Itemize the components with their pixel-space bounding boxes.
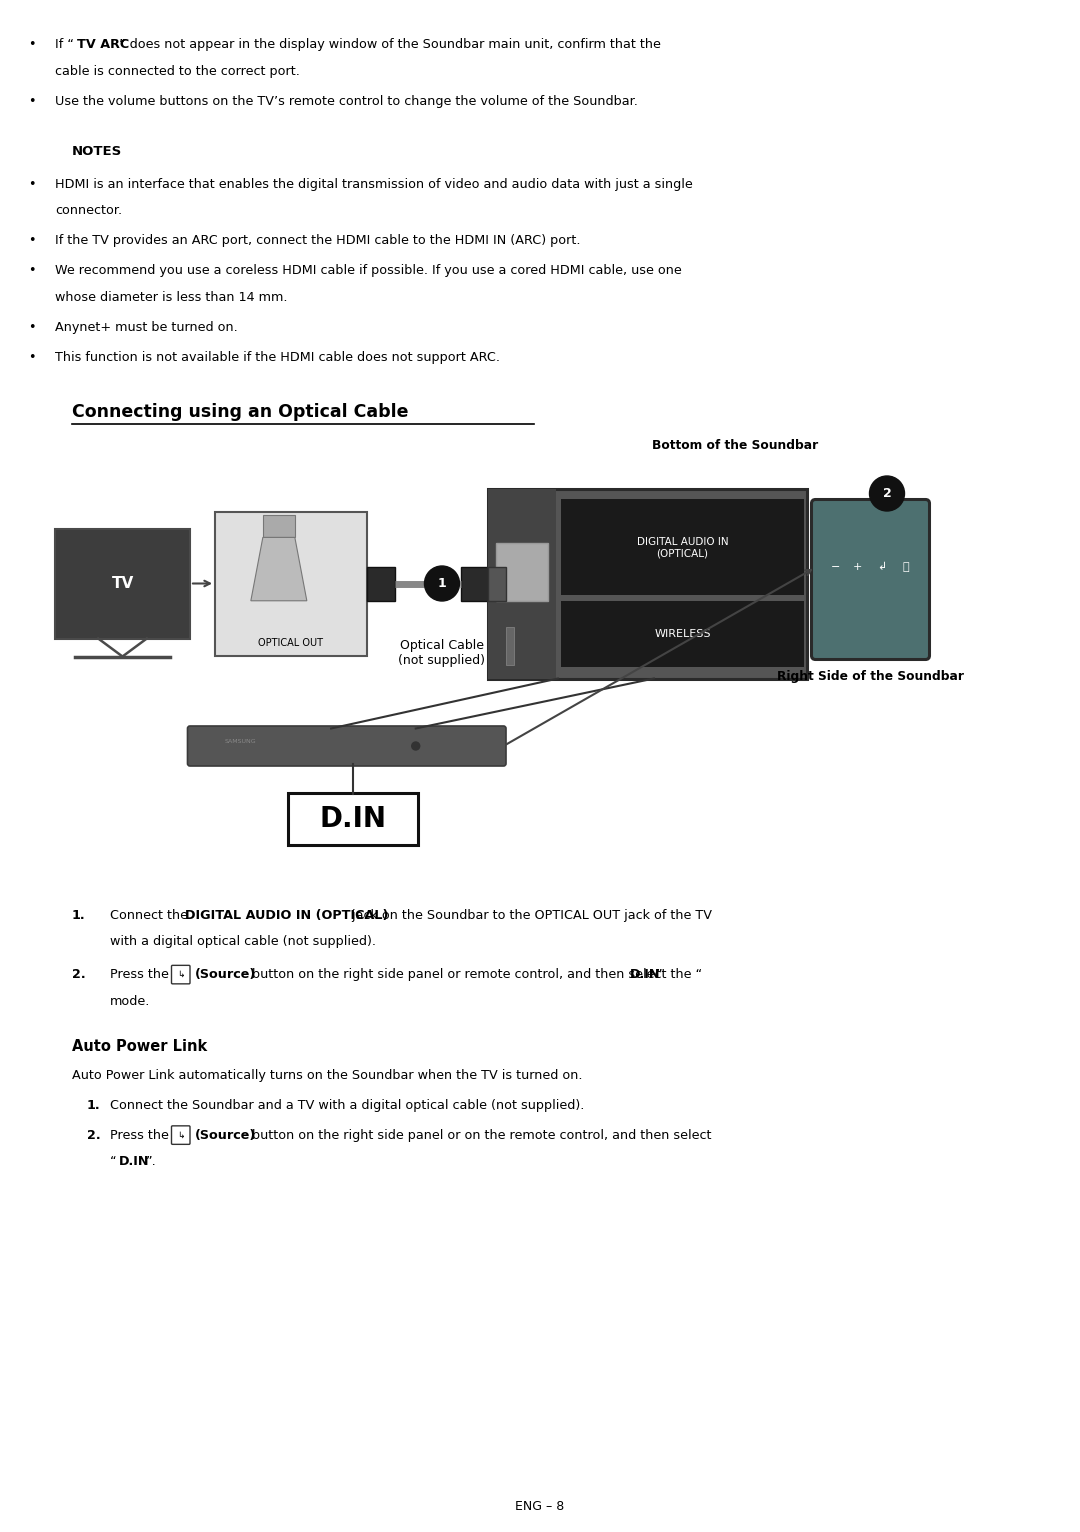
Text: •: • (28, 320, 36, 334)
Text: button on the right side panel or on the remote control, and then select: button on the right side panel or on the… (247, 1129, 712, 1141)
FancyBboxPatch shape (561, 602, 804, 666)
Text: cable is connected to the correct port.: cable is connected to the correct port. (55, 64, 300, 78)
Text: HDMI is an interface that enables the digital transmission of video and audio da: HDMI is an interface that enables the di… (55, 178, 692, 190)
Text: If “: If “ (55, 38, 73, 51)
Text: We recommend you use a coreless HDMI cable if possible. If you use a cored HDMI : We recommend you use a coreless HDMI cab… (55, 264, 681, 277)
Text: whose diameter is less than 14 mm.: whose diameter is less than 14 mm. (55, 291, 287, 303)
Text: SAMSUNG: SAMSUNG (225, 740, 257, 745)
Text: Press the: Press the (110, 968, 173, 980)
FancyBboxPatch shape (367, 567, 395, 601)
Text: ”.: ”. (146, 1155, 157, 1167)
Text: with a digital optical cable (not supplied).: with a digital optical cable (not suppli… (110, 935, 376, 948)
FancyBboxPatch shape (262, 515, 295, 538)
Text: TV ARC: TV ARC (78, 38, 130, 51)
Text: •: • (28, 95, 36, 107)
Text: jack on the Soundbar to the OPTICAL OUT jack of the TV: jack on the Soundbar to the OPTICAL OUT … (348, 908, 712, 922)
Text: +: + (852, 562, 862, 573)
Text: D.IN: D.IN (630, 968, 660, 980)
Text: ” does not appear in the display window of the Soundbar main unit, confirm that : ” does not appear in the display window … (119, 38, 661, 51)
Text: D.IN: D.IN (320, 804, 387, 832)
Text: ↳: ↳ (177, 970, 185, 979)
Text: •: • (28, 264, 36, 277)
Text: Bottom of the Soundbar: Bottom of the Soundbar (652, 438, 819, 452)
FancyBboxPatch shape (172, 1126, 190, 1144)
Text: OPTICAL OUT: OPTICAL OUT (258, 637, 324, 648)
Text: •: • (28, 234, 36, 247)
FancyBboxPatch shape (487, 489, 555, 679)
Text: ENG – 8: ENG – 8 (515, 1500, 565, 1514)
Text: ”: ” (656, 968, 662, 980)
FancyBboxPatch shape (188, 726, 507, 766)
Text: button on the right side panel or remote control, and then select the “: button on the right side panel or remote… (247, 968, 702, 980)
Text: Right Side of the Soundbar: Right Side of the Soundbar (777, 669, 964, 682)
FancyBboxPatch shape (505, 627, 513, 665)
FancyBboxPatch shape (215, 512, 367, 656)
Text: 1.: 1. (72, 908, 85, 922)
Text: ↲: ↲ (877, 562, 887, 573)
FancyBboxPatch shape (487, 567, 505, 601)
FancyBboxPatch shape (461, 567, 489, 601)
Text: mode.: mode. (110, 994, 150, 1008)
Text: Connect the Soundbar and a TV with a digital optical cable (not supplied).: Connect the Soundbar and a TV with a dig… (110, 1098, 584, 1112)
Text: Press the: Press the (110, 1129, 173, 1141)
Circle shape (869, 476, 904, 512)
Text: This function is not available if the HDMI cable does not support ARC.: This function is not available if the HD… (55, 351, 500, 363)
Circle shape (411, 741, 420, 751)
Text: NOTES: NOTES (72, 144, 122, 158)
Text: TV: TV (111, 576, 134, 591)
Text: “: “ (110, 1155, 117, 1167)
Text: 1.: 1. (87, 1098, 100, 1112)
Text: 2: 2 (882, 487, 891, 499)
Text: −: − (831, 562, 840, 573)
Text: 2.: 2. (72, 968, 85, 980)
Text: ⏻: ⏻ (903, 562, 909, 573)
Text: •: • (28, 178, 36, 190)
FancyBboxPatch shape (487, 489, 808, 679)
FancyBboxPatch shape (496, 544, 548, 601)
Text: connector.: connector. (55, 204, 122, 218)
Text: 1: 1 (437, 578, 446, 590)
Text: •: • (28, 351, 36, 363)
Text: Connecting using an Optical Cable: Connecting using an Optical Cable (72, 403, 408, 420)
Text: Auto Power Link: Auto Power Link (72, 1039, 207, 1054)
FancyBboxPatch shape (172, 965, 190, 984)
Polygon shape (251, 538, 307, 601)
Text: DIGITAL AUDIO IN (OPTICAL): DIGITAL AUDIO IN (OPTICAL) (185, 908, 389, 922)
FancyBboxPatch shape (55, 529, 190, 639)
Text: ↳: ↳ (177, 1131, 185, 1140)
FancyBboxPatch shape (561, 499, 804, 596)
FancyBboxPatch shape (811, 499, 930, 659)
Text: If the TV provides an ARC port, connect the HDMI cable to the HDMI IN (ARC) port: If the TV provides an ARC port, connect … (55, 234, 581, 247)
Circle shape (424, 565, 459, 601)
Text: WIRELESS: WIRELESS (654, 630, 711, 639)
Text: Connect the: Connect the (110, 908, 192, 922)
FancyBboxPatch shape (288, 792, 418, 844)
Text: DIGITAL AUDIO IN
(OPTICAL): DIGITAL AUDIO IN (OPTICAL) (637, 536, 728, 558)
Text: Use the volume buttons on the TV’s remote control to change the volume of the So: Use the volume buttons on the TV’s remot… (55, 95, 638, 107)
Text: Auto Power Link automatically turns on the Soundbar when the TV is turned on.: Auto Power Link automatically turns on t… (72, 1068, 582, 1082)
Text: Anynet+ must be turned on.: Anynet+ must be turned on. (55, 320, 238, 334)
Text: Optical Cable
(not supplied): Optical Cable (not supplied) (399, 639, 486, 666)
Text: (Source): (Source) (195, 1129, 256, 1141)
Text: •: • (28, 38, 36, 51)
Text: 2.: 2. (87, 1129, 100, 1141)
Text: D.IN: D.IN (119, 1155, 149, 1167)
Text: (Source): (Source) (195, 968, 256, 980)
